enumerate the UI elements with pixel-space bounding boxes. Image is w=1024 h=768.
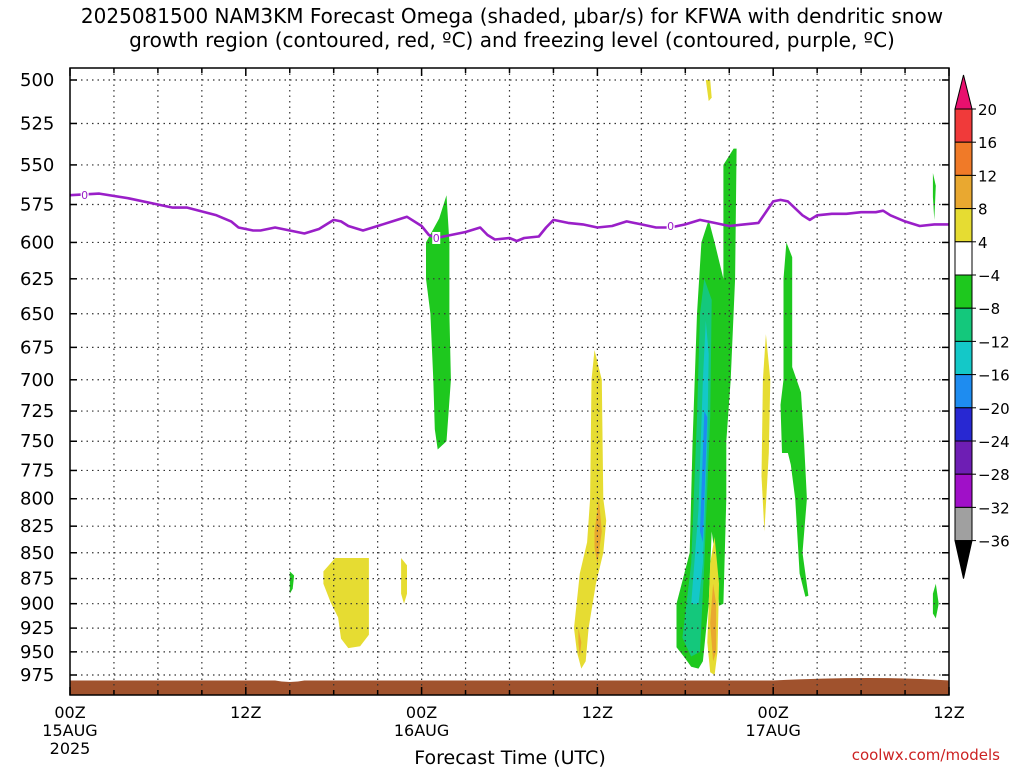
colorbar-segment-8_12 (954, 174, 973, 210)
omega-region-11 (691, 320, 709, 604)
colorbar-segment-n8_n4 (954, 274, 973, 309)
colorbar-legend: 20 16 12 8 4 −4 −8 −12 −16 −20 −24 −28 −32 −36 (954, 74, 1010, 579)
y-tick-label-625: 625 (20, 269, 54, 290)
x-tick-sublabel-4-0: 17AUG (745, 721, 800, 740)
y-tick-label-575: 575 (20, 195, 54, 216)
colorbar-label-5: −4 (978, 267, 1000, 285)
grid-lines (70, 68, 949, 687)
y-tick-label-800: 800 (20, 489, 54, 510)
colorbar-label-9: −20 (978, 400, 1010, 418)
x-tick-sublabel-0-1: 2025 (50, 739, 91, 758)
svg-text:0: 0 (433, 232, 440, 245)
freezing-level-label-1: 0 (432, 231, 441, 245)
colorbar-label-12: −32 (978, 499, 1010, 517)
omega-region-16 (932, 173, 936, 220)
colorbar-cap-top (954, 74, 973, 110)
colorbar-label-3: 8 (978, 201, 988, 219)
y-tick-label-825: 825 (20, 516, 54, 537)
y-tick-label-500: 500 (20, 70, 54, 91)
svg-text:0: 0 (81, 189, 88, 202)
colorbar-label-2: 12 (978, 167, 997, 185)
omega-region-6 (578, 628, 582, 657)
colorbar-label-1: 16 (978, 134, 997, 152)
colorbar-segment-n32_n28 (954, 473, 973, 508)
colorbar-segment-n20_n16 (954, 374, 973, 409)
y-tick-label-725: 725 (20, 401, 54, 422)
chart-title: 2025081500 NAM3KM Forecast Omega (shaded… (0, 4, 1024, 52)
y-tick-label-875: 875 (20, 569, 54, 590)
colorbar-label-10: −24 (978, 433, 1010, 451)
omega-region-4 (574, 350, 607, 669)
omega-region-2 (289, 571, 295, 594)
y-tick-label-925: 925 (20, 618, 54, 639)
chart-title-line-1: 2025081500 NAM3KM Forecast Omega (shaded… (80, 4, 944, 28)
x-tick-label-0: 00Z (54, 703, 85, 722)
x-tick-label-2: 00Z (406, 703, 437, 722)
y-tick-label-950: 950 (20, 642, 54, 663)
colorbar-label-11: −28 (978, 466, 1010, 484)
colorbar-label-13: −36 (978, 533, 1010, 551)
y-tick-label-550: 550 (20, 155, 54, 176)
x-axis-label: Forecast Time (UTC) (414, 747, 605, 768)
colorbar-segment-neutral (954, 241, 973, 276)
omega-region-15 (780, 242, 809, 597)
omega-region-14 (710, 583, 717, 662)
colorbar-label-4: 4 (978, 234, 988, 252)
x-tick-sublabel-2-0: 16AUG (394, 721, 449, 740)
freezing-level-label-2: 0 (666, 219, 675, 233)
colorbar-label-0: 20 (978, 101, 997, 119)
colorbar-label-8: −16 (978, 367, 1010, 385)
colorbar-segment-16_20 (954, 108, 973, 143)
colorbar-segment-n36_n32 (954, 506, 973, 542)
y-tick-label-700: 700 (20, 370, 54, 391)
y-tick-label-650: 650 (20, 304, 54, 325)
omega-region-5 (594, 498, 602, 564)
y-tick-label-525: 525 (20, 113, 54, 134)
colorbar-segment-n24_n20 (954, 407, 973, 442)
colorbar-segment-n16_n12 (954, 340, 973, 376)
credit-label: coolwx.com/models (852, 746, 1000, 764)
omega-region-7 (761, 334, 771, 532)
y-tick-label-675: 675 (20, 337, 54, 358)
y-tick-label-775: 775 (20, 460, 54, 481)
x-tick-label-5: 12Z (933, 703, 964, 722)
freezing-level-contour: 0 0 0 (70, 189, 949, 245)
y-tick-label-850: 850 (20, 543, 54, 564)
x-tick-label-3: 12Z (582, 703, 613, 722)
colorbar-label-6: −8 (978, 300, 1000, 318)
omega-region-1 (401, 558, 407, 604)
omega-region-3 (426, 195, 451, 450)
y-tick-label-750: 750 (20, 431, 54, 452)
omega-region-8 (705, 80, 712, 102)
colorbar-label-7: −12 (978, 333, 1010, 351)
y-tick-label-900: 900 (20, 594, 54, 615)
colorbar-segment-n12_n8 (954, 307, 973, 342)
colorbar-segment-4_8 (954, 208, 973, 243)
freezing-level-line (70, 192, 949, 243)
colorbar-segment-n28_n24 (954, 440, 973, 475)
omega-region-17 (932, 583, 939, 619)
colorbar-cap-bottom (954, 540, 973, 579)
colorbar-segment-12_16 (954, 141, 973, 176)
omega-shading (289, 80, 939, 675)
chart-title-line-2: growth region (contoured, red, ºC) and f… (129, 28, 895, 52)
pressure-axis: 500 525 550 575 600 625 650 675 700 725 750 775 800 8… (20, 70, 949, 686)
omega-region-12 (700, 411, 708, 543)
y-tick-label-975: 975 (20, 665, 54, 686)
x-tick-label-4: 00Z (758, 703, 789, 722)
freezing-level-label-0: 0 (80, 189, 89, 202)
x-tick-sublabel-0-0: 15AUG (42, 721, 97, 740)
svg-text:0: 0 (667, 220, 674, 233)
y-tick-label-600: 600 (20, 232, 54, 253)
omega-region-0 (323, 558, 369, 649)
x-tick-label-1: 12Z (230, 703, 261, 722)
